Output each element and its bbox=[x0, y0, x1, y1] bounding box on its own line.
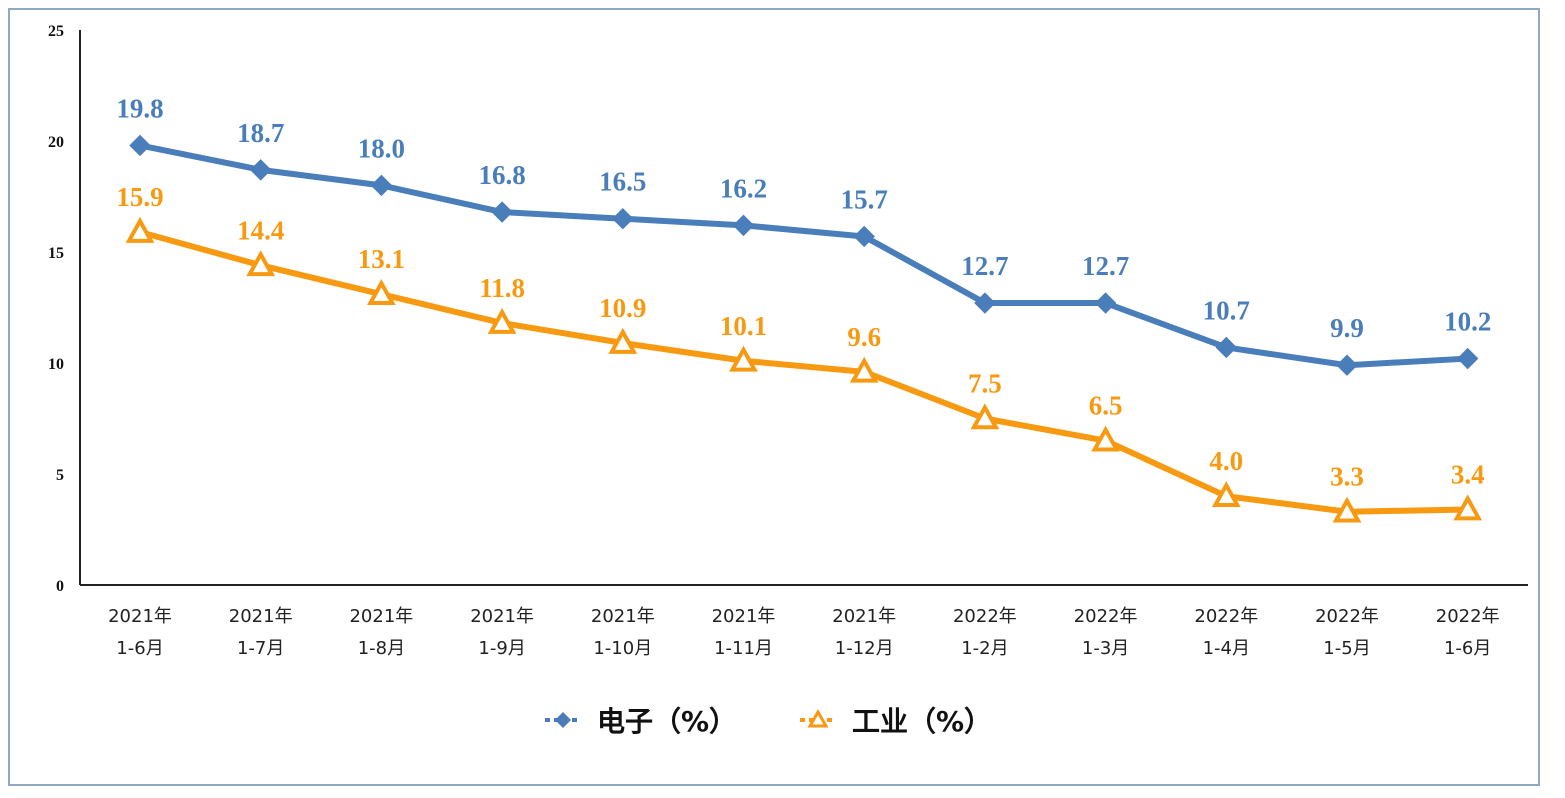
y-tick-label: 0 bbox=[56, 578, 64, 595]
data-point bbox=[1453, 494, 1483, 521]
data-label: 16.5 bbox=[599, 167, 646, 197]
x-tick-label: 1-7月 bbox=[237, 638, 284, 659]
data-point bbox=[1094, 292, 1117, 314]
x-tick-label: 1-10月 bbox=[593, 638, 652, 659]
data-label: 15.9 bbox=[116, 182, 163, 212]
data-point bbox=[732, 214, 755, 237]
data-label: 10.1 bbox=[720, 311, 767, 341]
data-point bbox=[608, 327, 638, 354]
data-label: 16.8 bbox=[478, 160, 525, 190]
data-point bbox=[729, 345, 758, 372]
x-tick-label: 2021年 bbox=[349, 606, 413, 627]
data-label: 10.9 bbox=[599, 293, 646, 323]
data-label: 9.9 bbox=[1330, 313, 1364, 343]
data-label: 13.1 bbox=[358, 244, 405, 274]
y-tick-label: 15 bbox=[48, 245, 64, 262]
data-point bbox=[367, 279, 396, 305]
data-point bbox=[1332, 496, 1362, 523]
legend-triangle-icon bbox=[807, 708, 829, 728]
y-tick-label: 25 bbox=[48, 23, 64, 40]
series-line bbox=[137, 229, 1471, 515]
data-point bbox=[974, 292, 996, 314]
x-tick-label: 2022年 bbox=[953, 606, 1017, 627]
x-tick-label: 2022年 bbox=[1074, 606, 1138, 627]
data-label: 18.7 bbox=[237, 118, 284, 148]
legend-diamond-icon bbox=[555, 712, 571, 728]
data-label: 4.0 bbox=[1209, 446, 1243, 476]
data-point bbox=[853, 225, 875, 248]
data-point bbox=[1456, 347, 1479, 370]
data-label: 9.6 bbox=[847, 322, 881, 352]
data-point bbox=[1336, 354, 1358, 376]
data-point bbox=[246, 250, 276, 277]
x-tick-label: 1-12月 bbox=[835, 638, 894, 659]
legend-label: 工业（%） bbox=[852, 705, 992, 738]
data-label: 10.7 bbox=[1203, 295, 1250, 325]
data-label: 12.7 bbox=[1082, 251, 1129, 281]
x-tick-label: 2022年 bbox=[1315, 606, 1379, 627]
data-label: 12.7 bbox=[961, 251, 1008, 281]
data-point bbox=[249, 159, 272, 181]
data-point bbox=[125, 216, 155, 243]
x-tick-label: 1-9月 bbox=[478, 638, 525, 659]
data-label: 15.7 bbox=[841, 184, 888, 214]
x-tick-label: 2021年 bbox=[470, 606, 534, 627]
data-label: 6.5 bbox=[1089, 391, 1123, 421]
data-point bbox=[1211, 481, 1241, 507]
x-tick-label: 1-5月 bbox=[1323, 638, 1370, 659]
data-point bbox=[491, 201, 513, 223]
x-tick-label: 2022年 bbox=[1436, 606, 1500, 627]
data-label: 3.3 bbox=[1330, 462, 1364, 492]
data-label: 7.5 bbox=[968, 369, 1002, 399]
series-line bbox=[137, 142, 1471, 369]
legend-label: 电子（%） bbox=[597, 705, 737, 738]
data-point bbox=[612, 207, 634, 230]
data-label: 18.0 bbox=[358, 133, 405, 163]
data-point bbox=[970, 403, 1000, 430]
data-label: 16.2 bbox=[720, 173, 767, 203]
data-label: 10.2 bbox=[1444, 307, 1491, 337]
y-tick-label: 5 bbox=[56, 467, 64, 484]
data-point bbox=[370, 174, 393, 197]
data-point bbox=[129, 134, 151, 157]
data-label: 19.8 bbox=[116, 93, 163, 123]
chart-frame bbox=[8, 8, 1540, 786]
x-tick-label: 1-6月 bbox=[1444, 638, 1491, 659]
x-tick-label: 2021年 bbox=[108, 606, 172, 627]
data-label: 3.4 bbox=[1451, 460, 1485, 490]
x-tick-label: 2021年 bbox=[832, 606, 896, 627]
x-tick-label: 1-3月 bbox=[1082, 638, 1129, 659]
data-label: 11.8 bbox=[479, 273, 525, 303]
x-tick-label: 1-11月 bbox=[714, 638, 773, 659]
data-point bbox=[849, 356, 879, 383]
x-tick-label: 2021年 bbox=[591, 606, 655, 627]
x-tick-label: 1-2月 bbox=[961, 638, 1008, 659]
x-tick-label: 1-8月 bbox=[358, 638, 405, 659]
y-tick-label: 10 bbox=[48, 356, 64, 373]
x-tick-label: 1-4月 bbox=[1203, 638, 1250, 659]
data-point bbox=[1215, 336, 1238, 359]
data-label: 14.4 bbox=[237, 215, 284, 245]
data-point bbox=[1091, 425, 1120, 452]
y-tick-label: 20 bbox=[48, 134, 64, 151]
x-tick-label: 1-6月 bbox=[116, 638, 163, 659]
x-tick-label: 2021年 bbox=[229, 606, 293, 627]
x-tick-label: 2021年 bbox=[712, 606, 776, 627]
x-tick-label: 2022年 bbox=[1194, 606, 1258, 627]
data-point bbox=[487, 307, 517, 334]
